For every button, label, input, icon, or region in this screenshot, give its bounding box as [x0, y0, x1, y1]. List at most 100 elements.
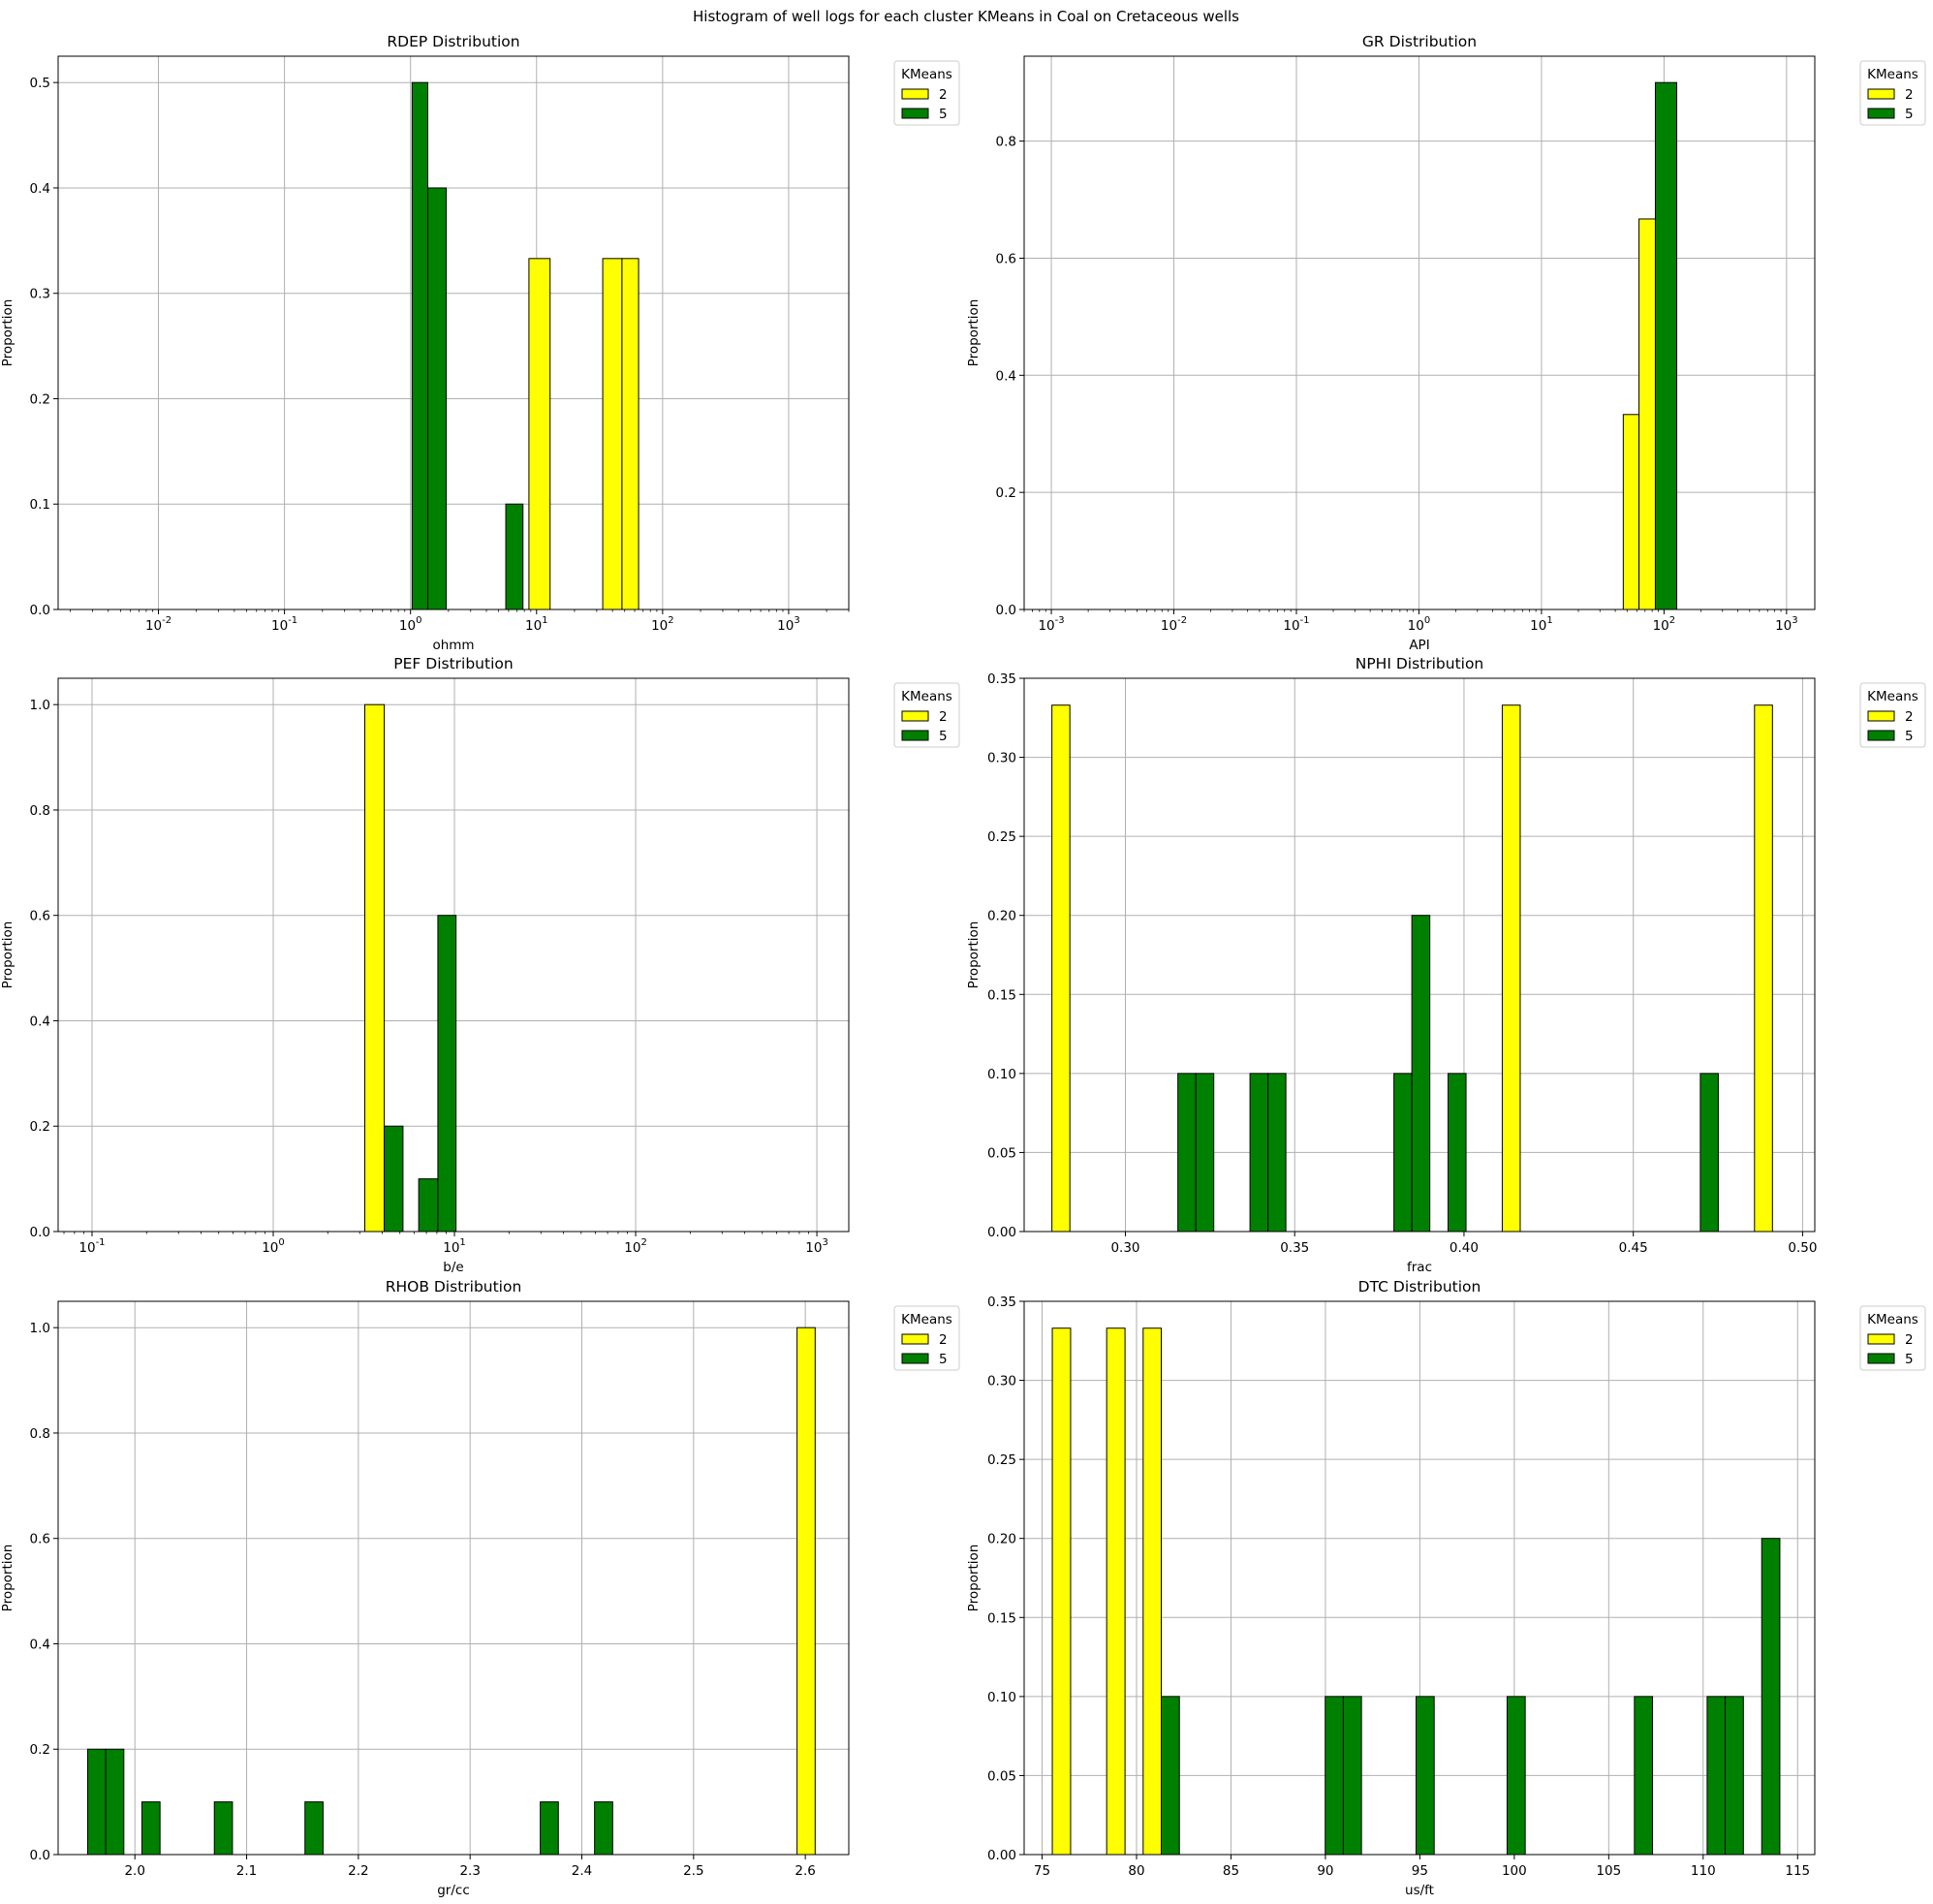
bar-kmeans-2 [1622, 414, 1640, 610]
legend-title: KMeans [1867, 1312, 1918, 1327]
y-tick-label: 0.20 [987, 909, 1016, 924]
y-tick-label: 0.0 [30, 1848, 50, 1863]
y-tick-label: 0.2 [996, 485, 1016, 501]
bar-kmeans-5 [1415, 1696, 1435, 1856]
bar-kmeans-5 [1706, 1696, 1727, 1856]
bar-kmeans-2 [796, 1327, 816, 1856]
x-tick-label: 115 [1785, 1863, 1810, 1879]
y-tick-label: 0.2 [30, 1119, 50, 1135]
bar-kmeans-5 [1699, 1073, 1719, 1233]
y-tick-label: 0.5 [30, 76, 50, 91]
legend-title: KMeans [1867, 689, 1918, 704]
x-tick-label: 100 [262, 1237, 285, 1256]
x-tick-label: 0.30 [1110, 1240, 1139, 1256]
x-tick-label: 100 [1502, 1863, 1527, 1879]
legend-title: KMeans [901, 1312, 952, 1327]
y-tick-label: 0.4 [30, 181, 50, 197]
y-tick-label: 0.6 [30, 909, 50, 924]
bar-kmeans-5 [86, 1748, 107, 1856]
legend-swatch-kmeans-2 [1867, 710, 1895, 722]
bar-kmeans-5 [213, 1801, 234, 1856]
y-tick-label: 0.3 [30, 287, 50, 302]
x-tick-label: 2.1 [236, 1863, 257, 1879]
x-tick-label: 75 [1034, 1863, 1050, 1879]
y-tick-label: 0.10 [987, 1690, 1016, 1705]
bar-kmeans-5 [1506, 1696, 1526, 1856]
y-tick-label: 0.00 [987, 1848, 1016, 1863]
y-tick-label: 0.30 [987, 751, 1016, 766]
subplot-5: DTC Distribution 75 80 85 90 95 100 105 110 115 0.… [966, 1278, 1926, 1898]
x-tick-label: 100 [399, 615, 422, 634]
legend-swatch-kmeans-5 [901, 1353, 929, 1364]
legend-swatch-kmeans-2 [1867, 1333, 1895, 1345]
x-tick-label: 101 [443, 1237, 466, 1256]
y-tick-label: 0.30 [987, 1374, 1016, 1389]
legend-label: 2 [1905, 1332, 1914, 1348]
x-tick-label: 2.4 [572, 1863, 592, 1879]
y-tick-label: 0.8 [30, 1426, 50, 1442]
bar-kmeans-5 [540, 1801, 559, 1856]
subplot-title: NPHI Distribution [1356, 655, 1484, 672]
legend-label: 2 [1905, 87, 1914, 103]
x-tick-label: 2.6 [795, 1863, 815, 1879]
x-tick-label: 102 [1653, 615, 1676, 634]
x-axis-label: frac [1407, 1260, 1432, 1275]
x-tick-label: 102 [651, 615, 674, 634]
y-tick-label: 0.10 [987, 1067, 1016, 1082]
y-tick-label: 0.4 [30, 1637, 50, 1652]
y-axis-label: Proportion [0, 299, 16, 367]
x-tick-label: 90 [1317, 1863, 1333, 1879]
y-tick-label: 0.05 [987, 1768, 1016, 1784]
x-tick-label: 0.45 [1619, 1240, 1648, 1256]
axes-frame [57, 55, 850, 610]
x-tick-label: 10-1 [271, 615, 297, 634]
y-tick-label: 0.6 [996, 251, 1016, 266]
x-tick-label: 85 [1223, 1863, 1239, 1879]
legend-label: 2 [939, 87, 948, 103]
y-axis-label: Proportion [0, 1545, 16, 1612]
subplot-1: GR Distribution 10-3 10-2 10-1 100 101 102 103 0… [966, 33, 1926, 653]
bar-kmeans-2 [602, 258, 623, 610]
bar-kmeans-2 [621, 258, 639, 610]
bar-kmeans-5 [1325, 1696, 1344, 1856]
y-tick-label: 0.00 [987, 1225, 1016, 1240]
y-tick-label: 1.0 [30, 698, 50, 713]
bar-kmeans-2 [1051, 704, 1071, 1233]
bar-kmeans-5 [411, 81, 428, 610]
legend-label: 5 [1905, 107, 1914, 122]
bar-kmeans-2 [1106, 1327, 1126, 1856]
x-tick-label: 2.5 [683, 1863, 703, 1879]
legend: KMeans 2 5 [1859, 1305, 1926, 1371]
x-tick-label: 101 [525, 615, 548, 634]
bar-kmeans-5 [418, 1178, 439, 1233]
y-axis-label: Proportion [0, 921, 16, 989]
bar-kmeans-5 [1654, 81, 1678, 610]
subplot-title: PEF Distribution [393, 655, 513, 672]
x-tick-label: 103 [1775, 615, 1798, 634]
legend-label: 2 [939, 709, 948, 725]
x-tick-label: 2.3 [459, 1863, 480, 1879]
x-tick-label: 2.0 [124, 1863, 144, 1879]
axes-frame [1023, 55, 1816, 610]
bar-kmeans-5 [1393, 1073, 1413, 1233]
legend-swatch-kmeans-5 [1867, 730, 1895, 741]
axes-frame [1023, 1300, 1816, 1856]
y-axis-label: Proportion [966, 1545, 982, 1612]
x-tick-label: 0.50 [1788, 1240, 1817, 1256]
bars [86, 1327, 816, 1856]
bar-kmeans-5 [1411, 915, 1431, 1233]
legend-label: 2 [939, 1332, 948, 1348]
bar-kmeans-2 [528, 258, 551, 610]
y-tick-label: 0.15 [987, 987, 1016, 1003]
legend-swatch-kmeans-2 [901, 1333, 929, 1345]
y-tick-label: 0.05 [987, 1145, 1016, 1161]
x-tick-label: 95 [1412, 1863, 1428, 1879]
y-tick-label: 0.8 [996, 135, 1016, 150]
bar-kmeans-5 [1195, 1073, 1215, 1233]
bar-kmeans-5 [384, 1125, 404, 1233]
x-tick-label: 80 [1128, 1863, 1144, 1879]
y-tick-label: 0.0 [30, 1225, 50, 1240]
legend-swatch-kmeans-5 [901, 108, 929, 119]
bar-kmeans-2 [1142, 1327, 1163, 1856]
